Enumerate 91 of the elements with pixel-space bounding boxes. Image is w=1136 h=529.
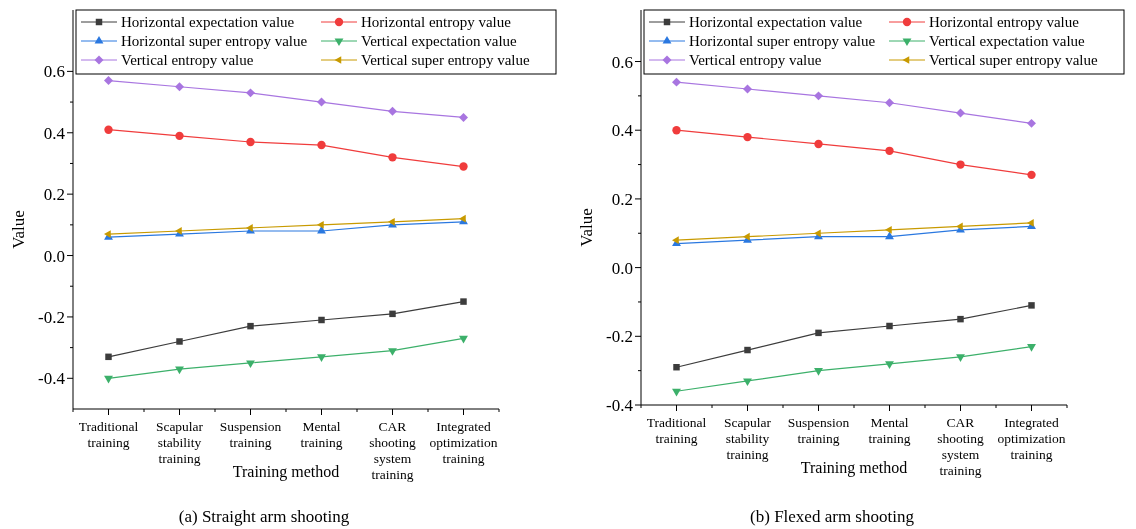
point xyxy=(317,97,326,107)
text: (a) Straight arm shooting xyxy=(178,507,350,526)
text: (b) Flexed arm shooting xyxy=(750,507,915,526)
point xyxy=(956,108,965,118)
point xyxy=(388,106,397,116)
point xyxy=(460,298,467,305)
point xyxy=(744,346,751,354)
point xyxy=(814,139,823,149)
point xyxy=(317,354,326,362)
point xyxy=(814,91,823,101)
x-axis-title: Training method xyxy=(232,463,340,481)
point xyxy=(885,231,894,240)
legend-label: Vertical entropy value xyxy=(121,52,254,68)
x-axis-title: Training method xyxy=(800,459,908,477)
legend-label: Horizontal super entropy value xyxy=(689,33,876,49)
y-tick-label: -0.2 xyxy=(606,327,633,347)
point xyxy=(957,315,964,323)
y-tick-label: 0.6 xyxy=(611,52,633,72)
y-tick-label: 0.4 xyxy=(43,123,66,143)
point xyxy=(815,329,822,337)
point xyxy=(317,140,326,150)
point xyxy=(814,368,823,376)
point xyxy=(246,137,255,147)
point xyxy=(246,88,255,98)
y-tick-label: 0.6 xyxy=(43,62,65,82)
legend-label: Horizontal entropy value xyxy=(929,14,1080,30)
point xyxy=(388,153,397,162)
point xyxy=(389,310,396,318)
point xyxy=(956,354,965,363)
point xyxy=(1027,170,1036,180)
point xyxy=(104,375,113,384)
legend-label: Vertical entropy value xyxy=(689,52,822,68)
y-axis-title: Value xyxy=(9,210,28,249)
point xyxy=(956,160,965,169)
point xyxy=(672,388,681,397)
y-tick-label: 0.2 xyxy=(611,189,633,209)
point xyxy=(246,360,255,369)
legend-label: Horizontal super entropy value xyxy=(121,33,308,49)
point xyxy=(104,76,113,86)
x-tick-label: Integrated optimization training xyxy=(429,419,498,466)
y-tick-label: 0.4 xyxy=(611,121,634,141)
x-tick-label: Scapular stability training xyxy=(723,415,772,462)
legend-label: Horizontal expectation value xyxy=(689,14,863,30)
point xyxy=(317,220,324,229)
y-tick-label: -0.2 xyxy=(38,307,65,327)
point xyxy=(459,335,468,344)
point xyxy=(1027,344,1036,352)
point xyxy=(459,112,468,122)
point xyxy=(743,378,752,387)
point xyxy=(318,316,325,324)
point xyxy=(885,225,892,234)
point xyxy=(743,132,752,142)
point xyxy=(673,363,680,371)
legend-label: Vertical super entropy value xyxy=(361,52,531,68)
x-tick-label: Mental training xyxy=(868,415,911,446)
point xyxy=(459,162,468,171)
point xyxy=(1027,118,1036,128)
point xyxy=(672,126,681,135)
point xyxy=(175,131,184,141)
y-tick-label: -0.4 xyxy=(38,369,66,389)
legend-label: Vertical expectation value xyxy=(361,33,518,49)
x-tick-label: Suspension training xyxy=(787,415,850,446)
y-axis-title: Value xyxy=(577,208,596,247)
point xyxy=(105,353,112,361)
point xyxy=(885,146,894,155)
point xyxy=(885,361,894,369)
y-tick-label: 0.0 xyxy=(43,246,65,266)
y-tick-label: 0.0 xyxy=(611,258,633,278)
point xyxy=(886,322,893,330)
point xyxy=(672,77,681,87)
point xyxy=(175,82,184,92)
y-tick-label: -0.4 xyxy=(606,396,634,415)
x-tick-label: Scapular stability training xyxy=(155,419,204,466)
x-tick-label: CAR shooting system training xyxy=(369,419,416,482)
x-tick-label: CAR shooting system training xyxy=(937,415,984,478)
legend-label: Horizontal entropy value xyxy=(361,14,512,30)
legend-label: Vertical super entropy value xyxy=(929,52,1099,68)
x-tick-label: Traditional training xyxy=(646,415,707,446)
legend-label: Horizontal expectation value xyxy=(121,14,295,30)
x-tick-label: Integrated optimization training xyxy=(997,415,1066,462)
x-tick-label: Traditional training xyxy=(78,419,139,450)
x-tick-label: Mental training xyxy=(300,419,343,450)
x-tick-label: Suspension training xyxy=(219,419,282,450)
point xyxy=(104,125,113,134)
point xyxy=(247,322,254,330)
point xyxy=(176,338,183,345)
legend-label: Vertical expectation value xyxy=(929,33,1086,49)
point xyxy=(1028,302,1035,309)
y-tick-label: 0.2 xyxy=(43,185,65,205)
point xyxy=(388,348,397,356)
point xyxy=(885,98,894,108)
